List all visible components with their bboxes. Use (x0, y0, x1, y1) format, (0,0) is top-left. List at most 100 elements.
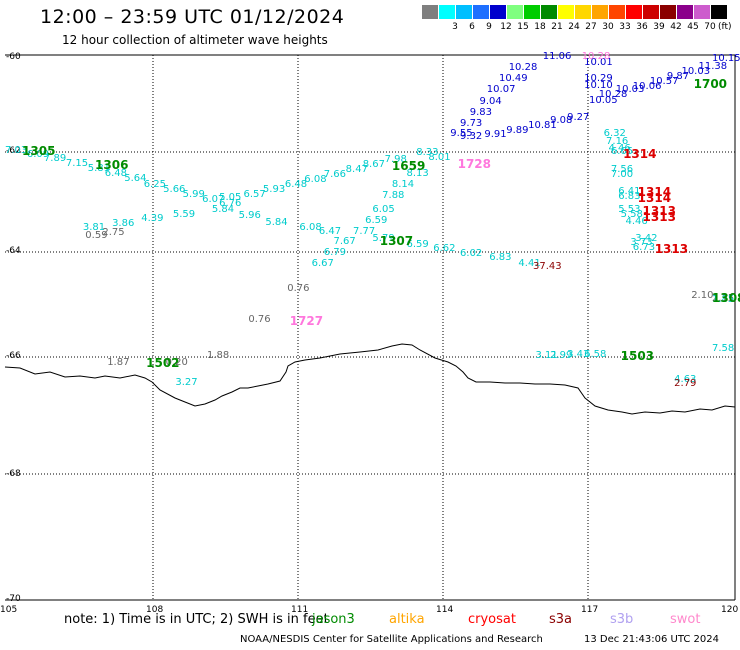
wave-height-label: 6.67 (311, 257, 334, 269)
wave-height-label: 8.01 (428, 152, 451, 163)
wave-height-label: 3.27 (175, 376, 198, 388)
wave-height-label: 2.99 (550, 350, 573, 362)
wave-height-label: 5.81 (87, 162, 110, 174)
wave-height-label: 9.08 (550, 114, 573, 126)
scale-swatch (677, 5, 693, 19)
wave-height-label: 9.55 (450, 127, 473, 139)
scale-label: 3 (452, 22, 458, 32)
wave-height-label: 6.79 (323, 247, 347, 259)
wave-height-label: 1.88 (206, 350, 230, 362)
wave-height-label: 7.56 (610, 164, 634, 175)
wave-height-label: 6.08 (299, 222, 322, 233)
wave-height-label: 10.01 (584, 56, 613, 68)
graticule (5, 55, 735, 600)
wave-height-label: 9.73 (460, 117, 483, 129)
wave-height-label: 5.99 (182, 189, 205, 200)
scale-label: 6 (469, 22, 475, 32)
scale-swatch (524, 5, 540, 19)
wave-height-label: 5.84 (265, 217, 288, 228)
scale-swatch (541, 5, 557, 19)
wave-height-label: 6.07 (202, 194, 225, 205)
lon-label: 105 (0, 605, 18, 615)
wave-height-label: 6.57 (243, 189, 266, 200)
scale-label: 9 (486, 22, 492, 32)
scale-swatch (507, 5, 523, 19)
pass-time-label: 1308 (712, 291, 740, 306)
wave-height-label: 0.59 (85, 230, 108, 241)
scale-swatch (473, 5, 489, 19)
scale-swatch (660, 5, 676, 19)
scale-label: 27 (585, 22, 597, 32)
scale-swatch (694, 5, 710, 19)
wave-height-label: 10.29 (584, 72, 613, 84)
wave-height-label: 6.48 (284, 179, 308, 190)
scale-label: 18 (534, 22, 546, 32)
wave-height-label: 37.43 (533, 261, 562, 273)
legend-swot: swot (670, 612, 701, 627)
wave-height-label: 10.07 (486, 84, 516, 96)
wave-height-label: 6.41 (618, 186, 641, 197)
pass-time-label: 1313 (642, 209, 676, 224)
scale-label: 36 (636, 22, 648, 32)
wave-height-label: 8.14 (391, 179, 415, 190)
pass-time-label: 1313 (654, 242, 689, 256)
wave-height-label: 3.81 (82, 221, 106, 233)
lon-label: 108 (146, 605, 164, 615)
pass-time-label: 1306 (95, 158, 129, 172)
legend-altika: altika (389, 612, 425, 627)
wave-height-label: 10.03 (615, 84, 645, 96)
wave-height-label: 6.83 (618, 191, 641, 202)
footer-note: note: 1) Time is in UTC; 2) SWH is in fe… (64, 612, 329, 627)
scale-swatch (609, 5, 625, 19)
wave-height-label: 6.76 (219, 198, 242, 209)
lat-label: -68 (6, 469, 21, 479)
scale-label: 70 (704, 22, 716, 32)
scale-swatch (490, 5, 506, 19)
scale-swatch (575, 5, 591, 19)
pass-time-label: 1727 (289, 313, 324, 328)
wave-height-label: 5.53 (618, 203, 641, 215)
wave-height-label: 10.03 (681, 65, 711, 77)
wave-height-label: 7.98 (384, 154, 407, 165)
lon-label: 117 (581, 605, 599, 615)
legend-s3b: s3b (610, 612, 634, 627)
scale-label: 42 (670, 22, 682, 32)
wave-height-label: 9.89 (506, 124, 529, 136)
map-title: 12:00 – 23:59 UTC 01/12/2024 (40, 6, 345, 28)
wave-height-label: 5.93 (262, 184, 286, 195)
wave-height-label: 3.42 (635, 233, 658, 244)
scale-swatch (711, 5, 727, 19)
wave-height-label: 7.67 (333, 236, 356, 247)
pass-time-label: 1314 (637, 191, 672, 205)
wave-height-label: 5.96 (238, 210, 261, 221)
wave-height-label: 2.10 (691, 289, 714, 301)
lon-label: 120 (721, 605, 739, 615)
generated-timestamp: 13 Dec 21:43:06 UTC 2024 (584, 634, 719, 645)
wave-height-label: 10.28 (508, 62, 538, 74)
pass-time-label: 1659 (391, 158, 426, 173)
wave-height-label: 7.16 (606, 136, 629, 148)
wave-height-label: 5.79 (372, 233, 395, 244)
wave-height-label: 10.15 (712, 52, 740, 64)
wave-height-label: 3.73 (630, 237, 653, 248)
scale-swatch (422, 5, 438, 19)
scale-swatch (592, 5, 608, 19)
wave-height-label: 3.43 (567, 349, 590, 361)
wave-height-label: 6.25 (143, 179, 166, 190)
wave-height-label: 3.86 (112, 218, 135, 229)
wave-height-label: 8.67 (362, 159, 385, 170)
scale-swatch (439, 5, 455, 19)
wave-height-label: 4.39 (141, 213, 164, 224)
wave-height-label: 2.75 (102, 226, 125, 238)
scale-label: 15 (517, 22, 529, 32)
wave-height-label: 5.84 (211, 203, 235, 215)
lon-label: 114 (436, 605, 454, 615)
wave-height-label: 9.27 (567, 112, 590, 124)
wave-height-label: 10.10 (584, 80, 613, 92)
wave-height-label: 6.08 (304, 174, 327, 185)
scale-unit: (ft) (718, 22, 732, 32)
lat-label: -62 (6, 146, 21, 156)
wave-height-label: 7.03 (5, 144, 28, 156)
wave-height-label: 9.91 (484, 128, 507, 140)
